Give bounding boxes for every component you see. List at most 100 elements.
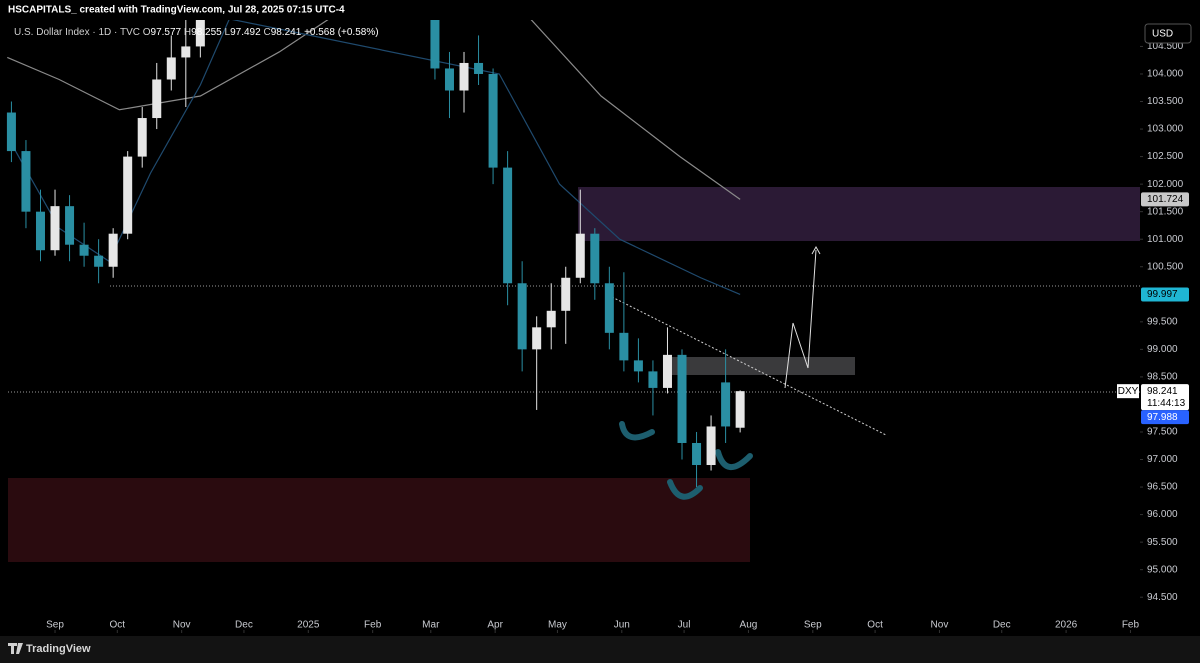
candle-body [546, 310, 556, 328]
y-tick-label: 96.000 [1147, 509, 1178, 520]
candle-body [532, 327, 542, 350]
open-label: O [143, 27, 151, 38]
candle-body [517, 283, 527, 350]
currency-button[interactable] [1144, 23, 1192, 44]
change-value: +0.568 (+0.58%) [304, 27, 379, 38]
y-tick-label: 103.000 [1147, 124, 1184, 135]
candle-body [633, 360, 643, 372]
y-tick-label: 101.500 [1147, 206, 1184, 217]
currency-label[interactable]: USD [1152, 29, 1173, 40]
x-tick-label: May [548, 620, 567, 631]
high-value: 98.255 [191, 27, 222, 38]
candle-body [166, 57, 176, 80]
y-tick-label: 102.500 [1147, 151, 1184, 162]
y-tick-label: 101.000 [1147, 234, 1184, 245]
price-label: 98.241 [1147, 386, 1178, 397]
x-tick-label: Dec [993, 620, 1011, 631]
open-value: 97.577 [151, 27, 182, 38]
candle-body [21, 151, 31, 212]
x-tick-label: Jul [678, 620, 691, 631]
symbol-box [1117, 384, 1139, 399]
x-tick-label: Apr [487, 620, 503, 631]
x-tick-label: Dec [235, 620, 253, 631]
candle-body [6, 112, 16, 152]
x-tick-label: Oct [867, 620, 883, 631]
price-label: 97.988 [1147, 412, 1178, 423]
x-tick-label: 2025 [297, 620, 320, 631]
candle-body [590, 233, 600, 284]
plot-area [6, 20, 745, 488]
trend-line [611, 296, 887, 436]
candle-body [561, 277, 571, 311]
x-tick-label: 2026 [1055, 620, 1078, 631]
y-tick-label: 96.500 [1147, 482, 1178, 493]
y-tick-label: 102.000 [1147, 179, 1184, 190]
price-label: 99.997 [1147, 289, 1178, 300]
x-tick-label: Sep [804, 620, 822, 631]
y-tick-label: 100.500 [1147, 261, 1184, 272]
candle-body [692, 442, 702, 466]
candle-body [677, 354, 687, 443]
y-tick-label: 99.000 [1147, 344, 1178, 355]
header-bar [0, 0, 1200, 20]
y-tick-label: 97.000 [1147, 454, 1178, 465]
x-tick-label: Jun [614, 620, 630, 631]
x-tick-label: Feb [364, 620, 382, 631]
candle-body [35, 211, 45, 251]
y-tick-label: 104.500 [1147, 41, 1184, 52]
candle-body [619, 332, 629, 361]
pattern-mark [715, 449, 753, 470]
x-tick-label: Oct [110, 620, 126, 631]
y-tick-label: 98.500 [1147, 372, 1178, 383]
x-tick-label: Aug [740, 620, 758, 631]
candle-body [65, 206, 75, 245]
close-label: C [263, 27, 270, 38]
moving-average [7, 20, 741, 200]
candle-body [721, 382, 731, 427]
low-value: 97.492 [230, 27, 261, 38]
moving-average [8, 20, 741, 295]
demand-zone [8, 478, 750, 562]
y-tick-label: 103.500 [1147, 96, 1184, 107]
candle-body [152, 79, 162, 119]
candle-body [181, 46, 191, 58]
price-label-box [1141, 192, 1189, 207]
brand-name: TradingView [26, 643, 91, 655]
projection-arrow [784, 249, 817, 389]
candle-body [648, 371, 658, 388]
brand-logo [8, 643, 23, 654]
candle-body [474, 62, 484, 74]
candle-body [195, 20, 205, 47]
supply-zone [578, 187, 1140, 241]
header-text: HSCAPITALS_ created with TradingView.com… [8, 5, 345, 16]
pattern-mark [667, 479, 703, 500]
close-value: 98.241 [271, 27, 302, 38]
candle-body [108, 233, 118, 267]
legend: U.S. Dollar Index · 1D · TVC O97.577 H98… [14, 27, 379, 38]
arrow-head [811, 245, 821, 255]
candle-body [137, 118, 147, 157]
candle-body [488, 73, 498, 168]
low-label: L [225, 27, 231, 38]
footer-bar [0, 636, 1200, 663]
x-tick-label: Sep [46, 620, 64, 631]
candle-body [604, 283, 614, 333]
y-tick-label: 97.500 [1147, 427, 1178, 438]
candle-body [706, 426, 716, 466]
price-label-box [1141, 287, 1189, 302]
x-tick-label: Feb [1122, 620, 1140, 631]
candle-body [79, 244, 89, 256]
y-tick-label: 99.500 [1147, 316, 1178, 327]
pattern-mark [619, 421, 655, 441]
price-label-box [1141, 384, 1189, 411]
countdown: 11:44:13 [1147, 398, 1186, 409]
candle-body [735, 391, 745, 428]
candle-body [430, 20, 440, 69]
candle-body [50, 206, 60, 251]
y-tick-label: 94.500 [1147, 592, 1178, 603]
candle-body [459, 62, 469, 91]
candle-body [662, 354, 672, 388]
